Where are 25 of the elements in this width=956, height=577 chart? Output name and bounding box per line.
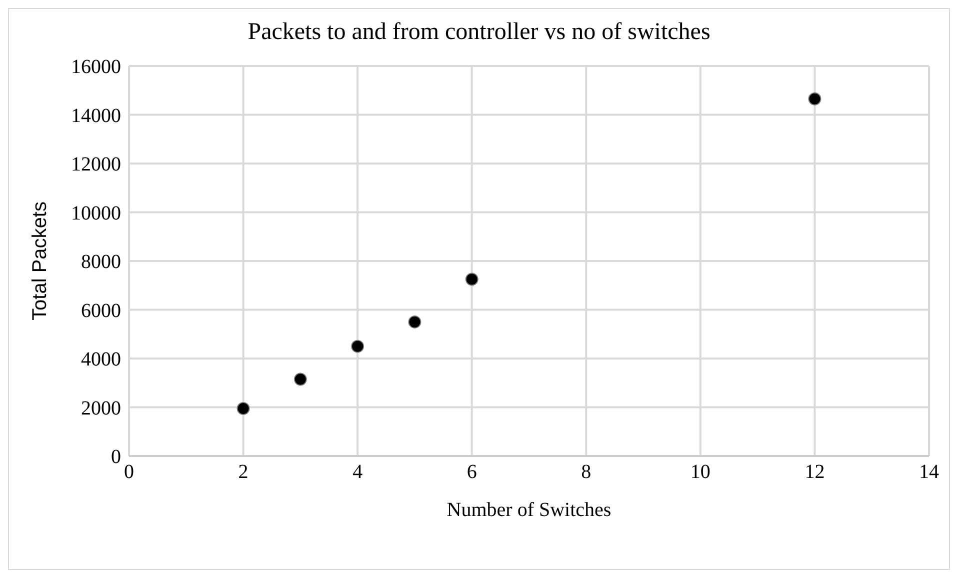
x-tick-label: 12 (804, 461, 825, 484)
y-tick-label: 2000 (81, 397, 121, 420)
x-tick-label: 4 (352, 461, 363, 484)
x-tick-label: 2 (238, 461, 248, 484)
y-tick-label: 0 (111, 446, 121, 468)
y-tick-label: 16000 (71, 56, 121, 78)
y-tick-label: 10000 (71, 202, 121, 224)
x-tick-label: 8 (581, 461, 592, 484)
point (408, 315, 422, 328)
x-tick-label: 14 (919, 461, 939, 484)
y-axis-title: Total Packets (29, 202, 52, 320)
point (236, 402, 250, 415)
y-tick-label: 6000 (81, 300, 121, 322)
point (294, 372, 307, 386)
point (351, 340, 364, 353)
y-tick-label: 14000 (71, 104, 121, 127)
y-tick-label: 8000 (81, 251, 121, 274)
y-tick-label: 12000 (71, 154, 121, 176)
point (808, 92, 822, 106)
x-tick-label: 10 (690, 461, 710, 484)
x-axis-title: Number of Switches (446, 499, 612, 521)
point (465, 272, 478, 286)
y-tick-label: 4000 (81, 348, 121, 371)
chart-title: Packets to and from controller vs no of switches (246, 19, 712, 46)
x-tick-label: 6 (466, 461, 477, 484)
